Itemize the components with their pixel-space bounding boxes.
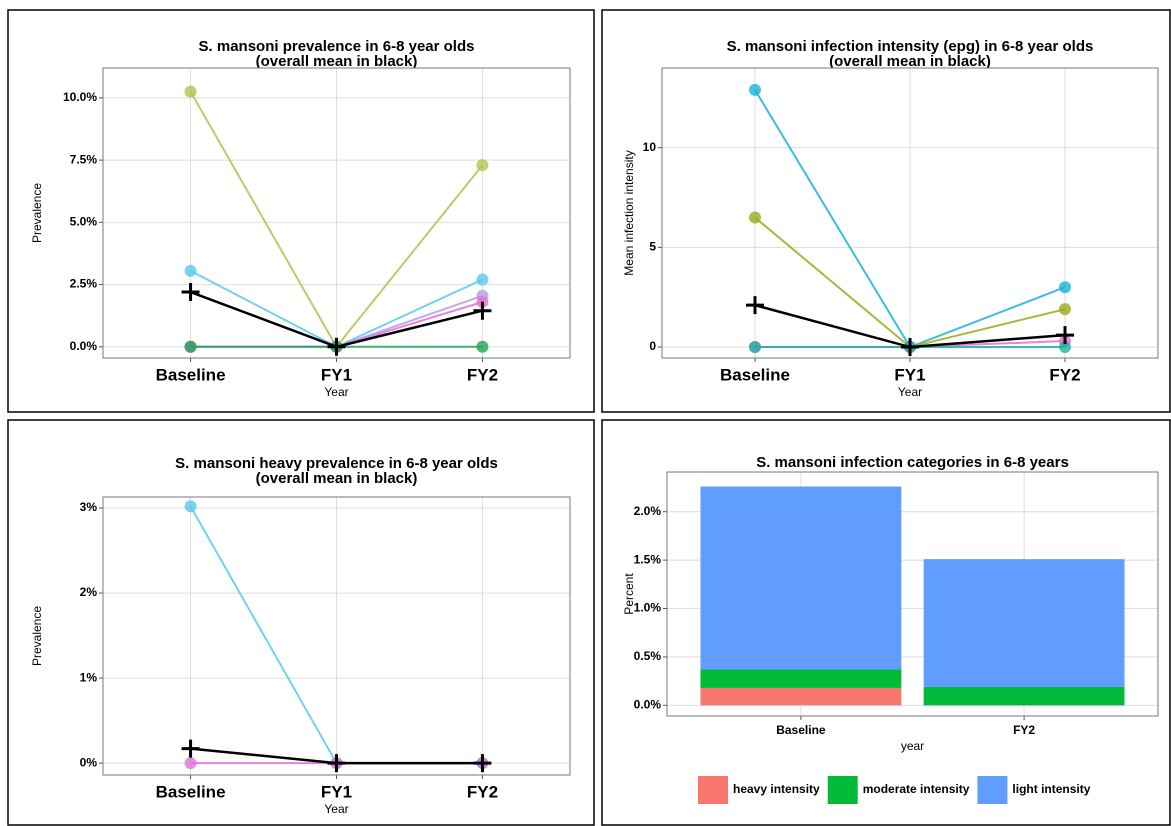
plot-frame	[102, 67, 571, 359]
mean-marker	[327, 337, 346, 356]
point	[1059, 341, 1071, 354]
x-tick-label: FY2	[467, 365, 498, 384]
y-tick-label: 1%	[80, 670, 98, 684]
y-tick-label: 1.5%	[634, 552, 662, 566]
point	[476, 340, 489, 353]
y-tick-label: 0.5%	[634, 649, 662, 663]
mean-marker	[473, 301, 492, 320]
legend-swatch	[827, 776, 858, 804]
bar-segment	[700, 687, 902, 706]
x-axis-label: Year	[324, 385, 348, 399]
y-tick-label: 10	[643, 140, 657, 154]
x-tick-label: FY2	[467, 782, 498, 801]
chart-title: S. mansoni prevalence in 6-8 year olds	[199, 38, 475, 55]
y-tick-label: 0.0%	[634, 698, 662, 712]
x-tick-label: Baseline	[776, 723, 826, 737]
mean-marker	[901, 338, 919, 357]
y-axis-label: Prevalence	[30, 606, 44, 666]
y-tick-label: 0.0%	[70, 339, 98, 353]
x-tick-label: FY2	[1049, 365, 1080, 384]
y-tick-label: 0%	[80, 755, 98, 769]
legend-swatch	[977, 776, 1008, 804]
x-tick-label: Baseline	[720, 365, 790, 384]
point	[184, 340, 197, 353]
chart-subtitle: (overall mean in black)	[829, 53, 991, 70]
x-tick-label: Baseline	[156, 782, 226, 801]
mean-marker	[1056, 326, 1074, 345]
mean-marker	[746, 296, 764, 315]
x-axis-label: Year	[324, 802, 348, 816]
y-tick-label: 1.0%	[634, 601, 662, 615]
x-tick-label: FY2	[1013, 723, 1035, 737]
legend-label: light intensity	[1012, 782, 1090, 796]
x-tick-label: FY1	[894, 365, 925, 384]
plot-frame	[661, 67, 1159, 359]
chart-subtitle: (overall mean in black)	[256, 470, 418, 487]
chart-title: S. mansoni heavy prevalence in 6-8 year …	[175, 455, 498, 472]
chart-title: S. mansoni infection intensity (epg) in …	[727, 38, 1094, 55]
y-tick-label: 2.5%	[70, 277, 98, 291]
chart-subtitle: (overall mean in black)	[256, 53, 418, 70]
x-axis-label: Year	[898, 385, 922, 399]
point	[749, 211, 761, 224]
panel-border	[7, 9, 595, 413]
y-tick-label: 10.0%	[63, 90, 97, 104]
legend-swatch	[698, 776, 728, 804]
point	[184, 500, 197, 513]
point	[184, 85, 197, 98]
point	[1059, 303, 1071, 316]
point	[184, 264, 197, 277]
y-tick-label: 5.0%	[70, 215, 98, 229]
y-tick-label: 0	[649, 339, 656, 353]
y-tick-label: 7.5%	[70, 152, 98, 166]
y-axis-label: Prevalence	[30, 183, 44, 243]
point	[1059, 281, 1071, 294]
panel-border	[601, 419, 1171, 826]
mean-marker	[327, 754, 346, 773]
panel-border	[601, 9, 1171, 413]
y-axis-label: Mean infection intensity	[622, 150, 636, 275]
chart-title: S. mansoni infection categories in 6-8 y…	[756, 454, 1069, 471]
bar-segment	[700, 486, 902, 670]
point	[476, 273, 489, 286]
point	[184, 757, 197, 770]
legend-label: moderate intensity	[863, 782, 970, 796]
y-tick-label: 2%	[80, 585, 98, 599]
point	[749, 341, 761, 354]
y-axis-label: Percent	[622, 573, 636, 615]
bar-segment	[923, 686, 1125, 706]
plot-frame	[102, 496, 571, 776]
y-tick-label: 2.0%	[634, 504, 662, 518]
panel-border	[7, 419, 595, 826]
mean-marker	[181, 283, 200, 302]
y-tick-label: 3%	[80, 500, 98, 514]
y-tick-label: 5	[649, 240, 656, 254]
x-tick-label: FY1	[321, 782, 352, 801]
bar-segment	[923, 559, 1125, 687]
mean-marker	[473, 754, 492, 773]
legend-label: heavy intensity	[733, 782, 820, 796]
point	[749, 83, 761, 96]
plot-frame	[666, 471, 1159, 717]
x-axis-label: year	[901, 739, 924, 753]
point	[476, 159, 489, 172]
mean-marker	[181, 739, 200, 758]
x-tick-label: Baseline	[156, 365, 226, 384]
bar-segment	[700, 669, 902, 688]
x-tick-label: FY1	[321, 365, 352, 384]
